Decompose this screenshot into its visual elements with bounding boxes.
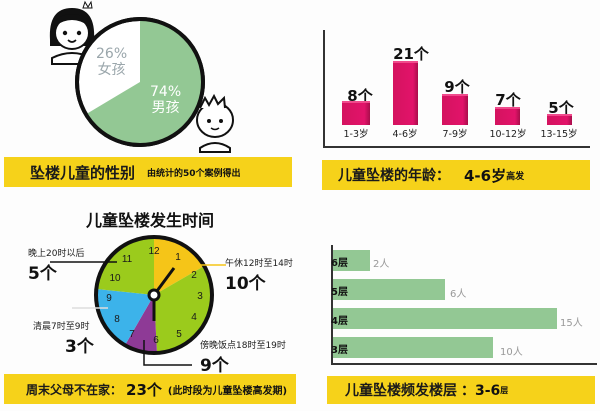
svg-text:9: 9 [106,293,112,304]
bar-value: 8个 [347,87,373,105]
age-panel: 8个 1-3岁 21个 4-6岁 9个 7-9岁 7个 10-12岁 5个 13… [300,0,600,200]
bar-category: 4-6岁 [392,129,418,140]
segment-morning: 清晨7时至9时 3个 [33,322,94,357]
y-axis [323,30,325,147]
age-title: 儿童坠楼的年龄： [338,168,450,184]
floor-bar-3 [333,337,493,358]
bar-value: 6人 [450,289,467,300]
bar-value: 10人 [500,347,523,358]
segment-noon: 午休12时至14时 10个 [225,259,293,294]
gender-panel: 26% 女孩 74% 男孩 坠楼儿童的性别 由统计的50个案例得出 [0,0,300,200]
gender-banner: 坠楼儿童的性别 由统计的50个案例得出 [4,157,292,187]
floor-suffix: 层 [500,385,509,395]
age-bar-10-12 [495,107,520,125]
bar-value: 15人 [560,318,583,329]
bar-value: 7个 [495,91,521,109]
svg-text:3: 3 [197,291,203,302]
boy-icon [196,93,234,153]
pie-label-boy: 74% 男孩 [150,84,182,116]
age-bar-13-15 [547,114,572,125]
gender-title: 坠楼儿童的性别 [30,163,136,182]
bar-category: 13-15岁 [540,129,578,140]
svg-text:10: 10 [109,273,121,284]
gender-pie-illustration [49,0,234,153]
svg-text:7: 7 [129,329,135,340]
bar-category: 5层 [331,287,348,298]
age-bar-1-3 [342,101,370,125]
time-banner-title: 周末父母不在家： [26,382,123,397]
svg-text:11: 11 [122,254,133,265]
segment-dinner: 傍晚饭点18时至19时 9个 [200,341,286,376]
age-bar-7-9 [442,94,468,125]
y-axis [331,245,333,365]
bar-value: 5个 [548,99,574,117]
svg-text:2: 2 [191,270,197,281]
floor-bar-4 [333,308,557,329]
svg-text:5: 5 [176,329,182,340]
bar-category: 3层 [331,345,348,356]
bar-category: 1-3岁 [343,129,369,140]
time-banner-highlight: 23个 [126,380,162,399]
floor-bar-6 [333,250,370,271]
svg-text:4: 4 [191,312,197,323]
floor-highlight: ：3-6 [461,383,501,399]
age-bar-4-6 [393,61,418,125]
floor-bar-5 [333,279,445,300]
segment-evening: 晚上20时以后 5个 [28,249,85,284]
age-banner: 儿童坠楼的年龄： 4-6岁 高发 [322,160,590,190]
gender-subtitle: 由统计的50个案例得出 [147,168,241,179]
age-suffix: 高发 [506,171,525,182]
bar-category: 10-12岁 [489,129,527,140]
bar-category: 4层 [331,316,348,327]
pie-label-girl: 26% 女孩 [96,46,128,78]
x-axis [331,363,597,365]
bar-category: 7-9岁 [442,129,468,140]
svg-text:12: 12 [148,246,160,257]
bar-value: 9个 [444,78,470,96]
svg-text:6: 6 [153,335,159,346]
time-banner-note: (此时段为儿童坠楼高发期) [167,385,288,397]
svg-text:8: 8 [114,314,120,325]
time-banner: 周末父母不在家： 23个 (此时段为儿童坠楼高发期) [4,374,296,404]
floor-title: 儿童坠楼频发楼层 [345,383,457,399]
bar-category: 6层 [331,258,348,269]
bar-value: 21个 [393,45,429,63]
time-title: 儿童坠楼发生时间 [85,211,214,230]
age-highlight: 4-6岁 [464,166,507,185]
svg-text:1: 1 [175,252,181,263]
floor-banner: 儿童坠楼频发楼层 ：3-6 层 [327,376,595,404]
x-axis [323,146,590,148]
floor-panel: 6层 2人 5层 6人 4层 15人 3层 10人 儿童坠楼频发楼层 ：3-6 … [300,200,600,411]
bar-value: 2人 [373,259,390,270]
